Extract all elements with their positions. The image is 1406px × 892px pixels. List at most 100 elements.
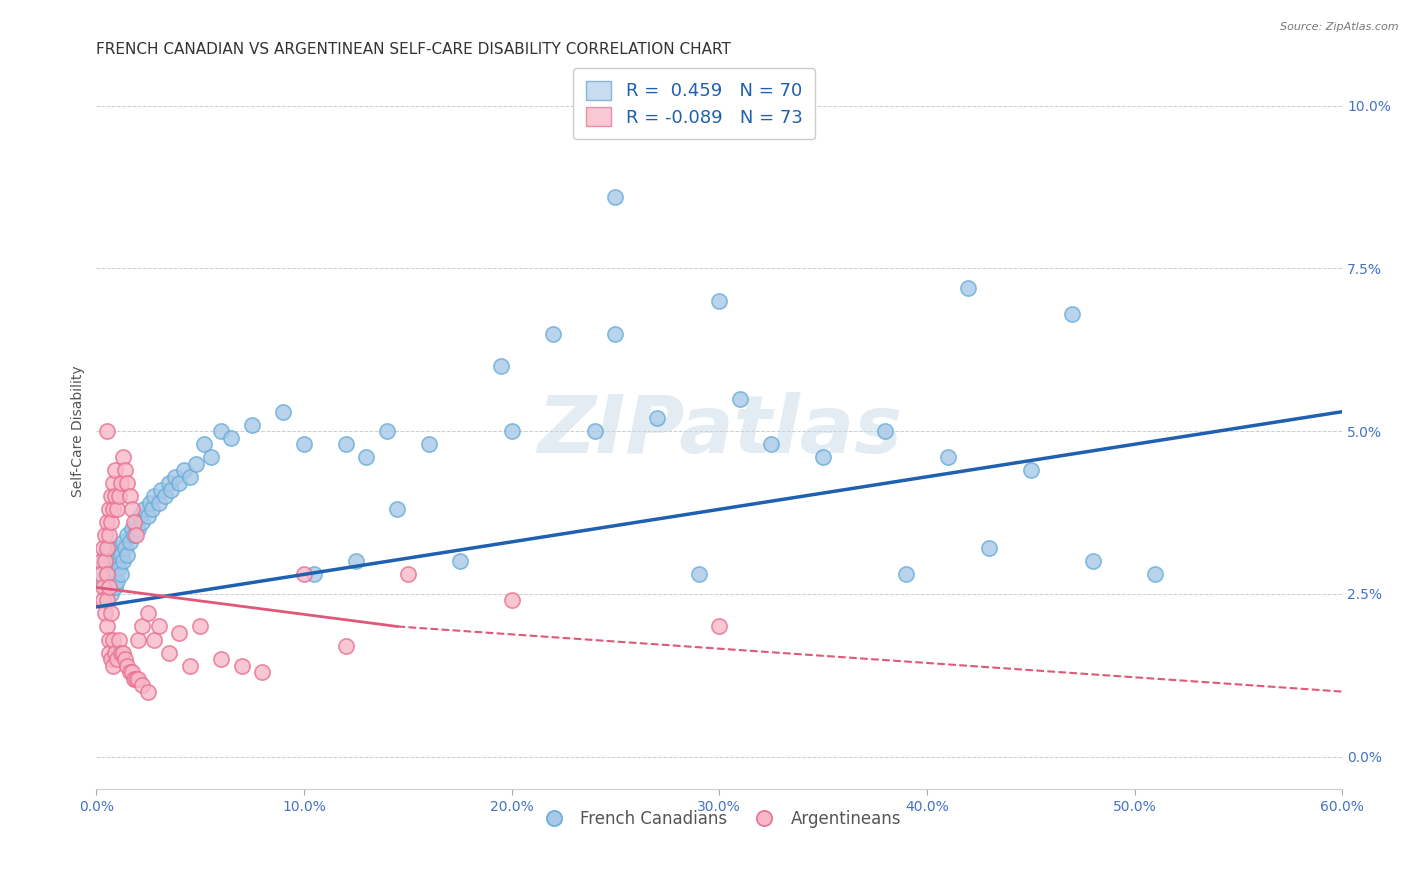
Point (121, 665, 143, 679)
Point (240, 417, 263, 432)
Point (811, 450, 834, 465)
Point (131, 516, 153, 530)
Point (127, 522, 149, 536)
Point (292, 567, 315, 582)
Point (179, 658, 201, 673)
Point (91, 574, 114, 588)
Point (110, 548, 132, 562)
Point (449, 554, 471, 568)
Legend: French Canadians, Argentineans: French Canadians, Argentineans (530, 804, 908, 835)
Point (110, 476, 132, 491)
Point (541, 326, 564, 341)
Point (221, 431, 243, 445)
Point (231, 658, 253, 673)
Point (91, 581, 114, 595)
Point (89, 561, 111, 575)
Point (125, 528, 148, 542)
Point (335, 437, 357, 451)
Point (101, 658, 124, 673)
Point (104, 463, 127, 477)
Point (131, 678, 153, 692)
Point (1019, 463, 1042, 477)
Point (104, 489, 127, 503)
Point (173, 463, 195, 477)
Point (96, 541, 118, 556)
Point (149, 483, 172, 497)
Point (125, 672, 148, 686)
Point (112, 534, 135, 549)
Point (304, 567, 326, 582)
Point (252, 665, 274, 679)
Point (96, 619, 118, 633)
Point (118, 534, 141, 549)
Point (143, 489, 166, 503)
Text: ZIPatlas: ZIPatlas (537, 392, 901, 470)
Point (96, 567, 118, 582)
Point (501, 593, 523, 607)
Point (105, 652, 128, 666)
Point (104, 548, 127, 562)
Point (209, 652, 232, 666)
Point (157, 646, 180, 660)
Point (97, 541, 120, 556)
Point (344, 554, 367, 568)
Text: FRENCH CANADIAN VS ARGENTINEAN SELF-CARE DISABILITY CORRELATION CHART: FRENCH CANADIAN VS ARGENTINEAN SELF-CARE… (97, 42, 731, 57)
Point (122, 672, 145, 686)
Point (118, 665, 141, 679)
Point (1144, 567, 1167, 582)
Point (605, 326, 627, 341)
Point (193, 437, 215, 451)
Point (97, 502, 120, 516)
Point (101, 476, 124, 491)
Point (139, 496, 162, 510)
Point (96, 593, 118, 607)
Point (148, 496, 170, 510)
Point (91, 593, 114, 607)
Point (91, 541, 114, 556)
Point (118, 489, 141, 503)
Point (96, 424, 118, 438)
Point (114, 541, 136, 556)
Point (108, 541, 131, 556)
Point (728, 392, 751, 406)
Point (179, 470, 201, 484)
Point (131, 619, 153, 633)
Point (271, 405, 294, 419)
Point (97, 632, 120, 647)
Point (93, 607, 115, 621)
Point (100, 489, 122, 503)
Point (117, 476, 139, 491)
Point (114, 652, 136, 666)
Point (122, 528, 145, 542)
Point (375, 424, 398, 438)
Point (709, 293, 731, 308)
Point (100, 561, 122, 575)
Point (709, 619, 731, 633)
Point (169, 476, 191, 491)
Point (101, 554, 124, 568)
Point (1062, 307, 1084, 321)
Point (112, 554, 135, 568)
Point (101, 567, 124, 582)
Point (97, 528, 120, 542)
Point (122, 516, 145, 530)
Point (209, 424, 232, 438)
Point (105, 574, 128, 588)
Y-axis label: Self-Care Disability: Self-Care Disability (72, 366, 86, 497)
Point (110, 646, 132, 660)
Point (93, 581, 115, 595)
Point (875, 424, 897, 438)
Point (132, 502, 155, 516)
Point (100, 607, 122, 621)
Point (96, 516, 118, 530)
Point (184, 457, 207, 471)
Point (127, 672, 149, 686)
Point (97, 581, 120, 595)
Point (979, 541, 1001, 556)
Point (491, 359, 513, 373)
Point (957, 281, 980, 295)
Point (100, 652, 122, 666)
Point (129, 508, 152, 523)
Point (160, 483, 183, 497)
Point (157, 476, 180, 491)
